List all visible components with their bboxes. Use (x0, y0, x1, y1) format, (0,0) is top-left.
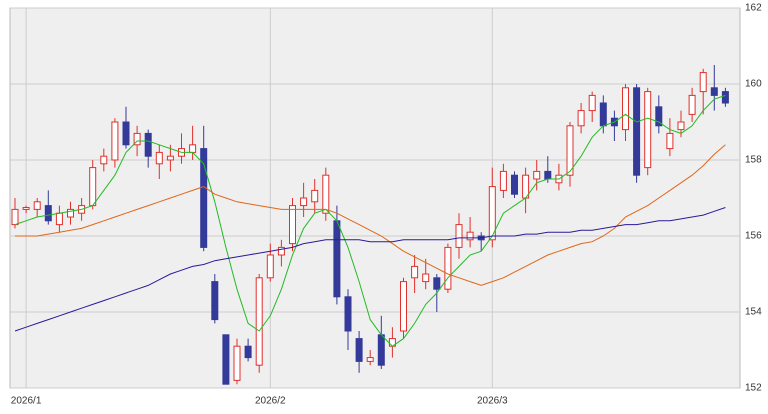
candle-body (466, 231, 474, 241)
candle-body (289, 205, 296, 245)
candle-body (511, 174, 518, 195)
candle-body (100, 155, 108, 165)
candle-body (444, 246, 452, 290)
candle-body (89, 167, 97, 207)
candle-body (655, 106, 663, 127)
y-tick-label: 156 (745, 231, 762, 242)
candle-body (233, 345, 241, 381)
x-tick-label: 2026/1 (11, 396, 42, 407)
candle-body (666, 132, 674, 150)
candle-body (622, 87, 629, 131)
candle-body (266, 254, 274, 279)
y-tick-label: 154 (745, 307, 762, 318)
candle-body (111, 121, 119, 161)
x-tick-label: 2026/3 (477, 396, 508, 407)
candle-body (333, 220, 341, 298)
moving-average-line (14, 207, 726, 332)
candle-body (122, 121, 130, 146)
y-tick-label: 160 (745, 79, 762, 90)
candle-body (311, 189, 319, 203)
candle-body (577, 110, 585, 127)
candle-body (67, 208, 74, 218)
candle-body (11, 208, 19, 226)
candle-body (433, 277, 441, 290)
candle-body (599, 102, 607, 127)
moving-average-line (14, 94, 726, 347)
candle-body (499, 170, 507, 191)
candle-body (566, 125, 574, 176)
candle-body (55, 212, 63, 226)
candle-body (277, 246, 285, 256)
candle-body (222, 334, 230, 385)
candle-body (33, 201, 41, 210)
y-tick-label: 162 (745, 3, 762, 14)
candle-body (422, 273, 430, 283)
candle-body (633, 87, 641, 176)
candle-body (144, 132, 152, 157)
candle-body (366, 357, 374, 362)
candle-body (533, 170, 541, 180)
candle-body (455, 224, 463, 248)
x-tick-label: 2026/2 (255, 396, 286, 407)
candle-body (133, 132, 141, 146)
candle-body (588, 94, 596, 112)
moving-average-line (15, 144, 726, 286)
y-tick-label: 152 (745, 383, 762, 394)
candle-body (22, 207, 30, 210)
plot-area (9, 7, 741, 389)
candle-body (189, 144, 197, 153)
candle-body (300, 197, 308, 207)
candle-body (355, 338, 363, 362)
candle-body (377, 334, 385, 366)
candle-body (344, 296, 352, 332)
candle-body (244, 345, 252, 359)
candle-body (721, 91, 729, 104)
candle-body (166, 155, 174, 161)
y-tick-label: 158 (745, 155, 762, 166)
candle-body (677, 121, 685, 131)
candle-body (211, 281, 219, 321)
candle-body (699, 72, 707, 93)
candle-body (155, 151, 163, 165)
candle-body (411, 265, 419, 279)
candle-body (710, 87, 718, 96)
candle-body (688, 94, 696, 115)
candle-body (200, 148, 208, 248)
candle-body (644, 91, 652, 169)
candle-body (488, 186, 496, 241)
candle-body (322, 174, 330, 214)
candle-body (400, 281, 407, 332)
candle-body (44, 205, 52, 222)
candle-body (544, 170, 552, 180)
candle-body (255, 277, 263, 366)
